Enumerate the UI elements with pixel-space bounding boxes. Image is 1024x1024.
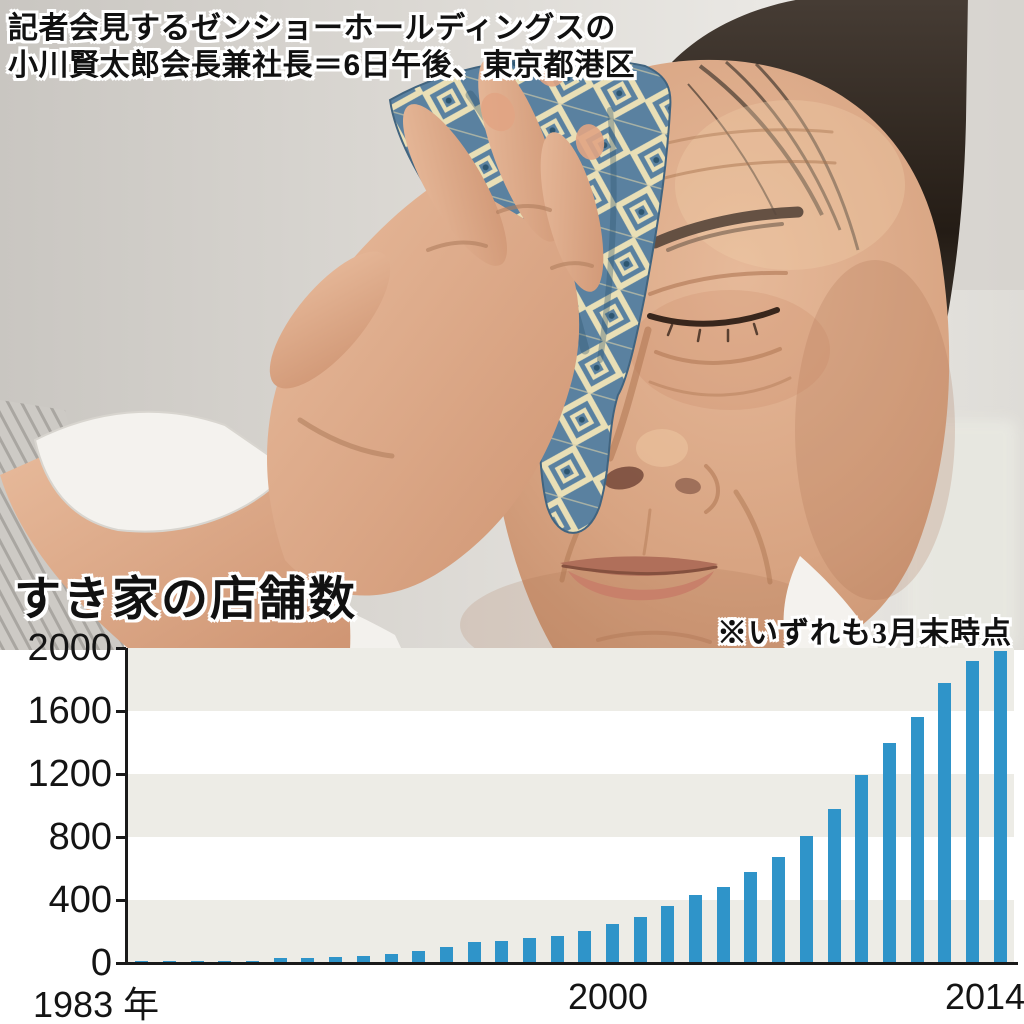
- eyelid-crease: [648, 270, 788, 296]
- eyebrow-hairs: [666, 222, 784, 252]
- bar-1998: [550, 935, 564, 963]
- chin-crease: [596, 630, 712, 644]
- bar-2004: [716, 887, 730, 963]
- y-axis-label-800: 800: [48, 816, 112, 858]
- under-eye-bag: [654, 347, 782, 365]
- eye-area-tone: [630, 290, 830, 410]
- bar-1992: [384, 953, 398, 963]
- bar-2001: [633, 916, 647, 963]
- bar-1988: [273, 958, 287, 963]
- fingertips: [481, 49, 605, 160]
- y-axis-label-1200: 1200: [27, 753, 112, 795]
- y-tick-1600: [116, 709, 126, 713]
- bar-1989: [301, 957, 315, 963]
- bar-2000: [606, 924, 620, 963]
- bar-2009: [855, 774, 869, 963]
- bar-2014: [993, 651, 1007, 963]
- bar-2007: [799, 836, 813, 963]
- bar-2003: [689, 895, 703, 963]
- eyebrow: [649, 206, 804, 249]
- photo-caption-line-1: 記者会見するゼンショーホールディングスの: [8, 12, 616, 45]
- bar-2008: [827, 808, 841, 963]
- bar-1985: [190, 960, 204, 963]
- y-axis-label-1600: 1600: [27, 690, 112, 732]
- nose-bridge-shadow: [606, 326, 652, 462]
- x-axis-line: [119, 962, 1018, 965]
- nose-wing: [704, 464, 720, 514]
- forehead-highlight: [675, 100, 905, 270]
- grid-band: [128, 711, 1014, 774]
- bar-2002: [661, 906, 675, 963]
- y-tick-2000: [116, 646, 126, 650]
- grid-band: [128, 900, 1014, 963]
- nostril: [675, 477, 701, 495]
- bar-1997: [522, 938, 536, 963]
- y-tick-0: [116, 961, 126, 965]
- y-tick-1200: [116, 772, 126, 776]
- closed-eye-lash-line: [647, 307, 780, 327]
- ring-finger: [540, 132, 604, 292]
- chart-note: ※いずれも3月末時点: [717, 617, 1012, 650]
- bar-2005: [744, 871, 758, 963]
- photo-caption-line-2: 小川賢太郎会長兼社長＝6日午後、東京都港区: [8, 49, 636, 82]
- bar-1993: [412, 951, 426, 963]
- jaw-shading: [460, 565, 840, 650]
- bar-chart-plot-area: [128, 648, 1014, 963]
- bar-2006: [772, 856, 786, 963]
- bar-2010: [882, 743, 896, 963]
- x-axis-label-2: 2014: [944, 976, 1024, 1017]
- y-tick-800: [116, 835, 126, 839]
- thumb: [269, 251, 391, 389]
- bar-2012: [938, 682, 952, 963]
- bar-1990: [329, 956, 343, 963]
- bar-1995: [467, 942, 481, 963]
- press-conference-photo: [0, 0, 1024, 650]
- y-axis-line: [125, 648, 128, 965]
- grid-band: [128, 837, 1014, 900]
- y-axis-label-400: 400: [48, 879, 112, 921]
- under-eye-bag-2: [648, 376, 792, 397]
- bar-2013: [965, 661, 979, 963]
- photo-caption: 記者会見するゼンショーホールディングスの 小川賢太郎会長兼社長＝6日午後、東京都…: [8, 10, 635, 84]
- facial-features: [559, 128, 837, 644]
- bar-1994: [439, 946, 453, 963]
- chart-title: すき家の店舗数: [14, 572, 357, 625]
- bar-1984: [163, 960, 177, 963]
- arm-and-hand: [0, 49, 605, 650]
- index-finger: [403, 104, 507, 266]
- bar-1996: [495, 940, 509, 963]
- x-axis-label-0: 1983 年: [33, 984, 160, 1024]
- bar-1991: [356, 955, 370, 963]
- lower-lip: [568, 571, 714, 601]
- philtrum: [642, 508, 652, 556]
- mouth-line: [561, 564, 718, 576]
- cheek-shading: [795, 260, 955, 600]
- hairline-wisps: [687, 60, 860, 251]
- y-axis-label-0: 0: [90, 942, 112, 984]
- shirt-cuff: [33, 410, 292, 533]
- bar-1983: [135, 960, 149, 963]
- forehead-wrinkle: [646, 128, 834, 150]
- knuckle-creases: [297, 204, 594, 459]
- nasolabial-fold: [733, 489, 773, 585]
- bar-1987: [246, 960, 260, 963]
- bar-2011: [910, 717, 924, 963]
- eyelashes: [666, 322, 759, 343]
- y-axis-label-2000: 2000: [27, 627, 112, 669]
- grid-band: [128, 648, 1014, 711]
- y-tick-400: [116, 898, 126, 902]
- nostril: [604, 466, 644, 490]
- bar-1999: [578, 931, 592, 963]
- shirt-collar: [783, 556, 880, 650]
- x-axis-label-1: 2000: [567, 976, 649, 1017]
- grid-band: [128, 774, 1014, 837]
- nose-tip-highlight: [636, 429, 688, 467]
